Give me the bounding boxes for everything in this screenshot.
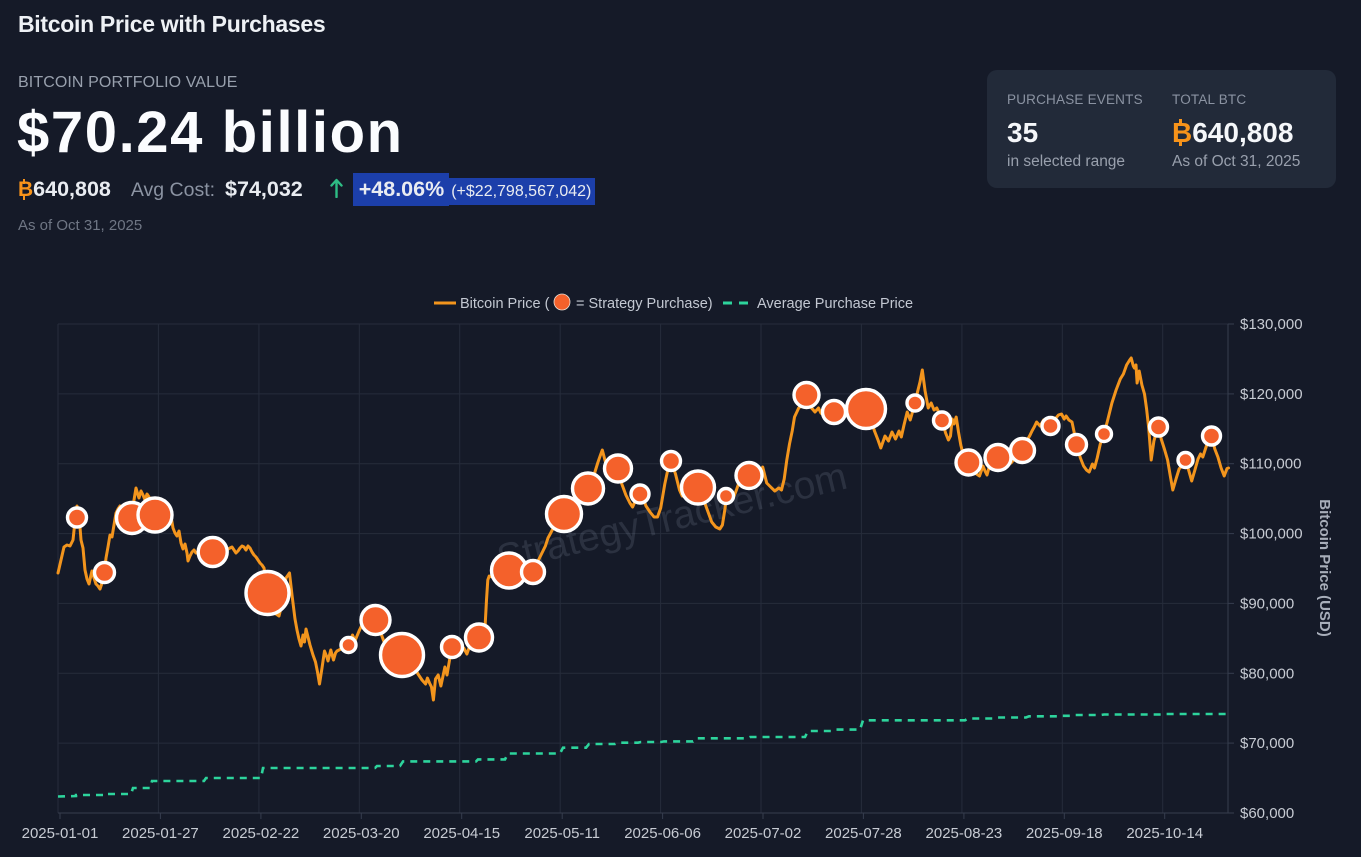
svg-text:$90,000: $90,000 (1240, 595, 1294, 612)
svg-text:2025-05-11: 2025-05-11 (524, 825, 600, 842)
svg-text:$130,000: $130,000 (1240, 316, 1303, 333)
svg-text:2025-07-28: 2025-07-28 (825, 825, 902, 842)
svg-text:2025-09-18: 2025-09-18 (1026, 825, 1103, 842)
svg-text:2025-03-20: 2025-03-20 (323, 825, 400, 842)
svg-text:$120,000: $120,000 (1240, 386, 1303, 403)
svg-text:Bitcoin Price (USD): Bitcoin Price (USD) (1316, 499, 1333, 637)
svg-text:$80,000: $80,000 (1240, 665, 1294, 682)
svg-text:2025-01-01: 2025-01-01 (22, 825, 99, 842)
svg-text:2025-04-15: 2025-04-15 (423, 825, 500, 842)
svg-text:2025-07-02: 2025-07-02 (725, 825, 802, 842)
svg-text:2025-02-22: 2025-02-22 (223, 825, 300, 842)
svg-text:Average Purchase Price: Average Purchase Price (757, 296, 913, 312)
svg-text:2025-08-23: 2025-08-23 (926, 825, 1003, 842)
svg-text:$70,000: $70,000 (1240, 735, 1294, 752)
svg-text:2025-06-06: 2025-06-06 (624, 825, 701, 842)
svg-text:Bitcoin Price (: Bitcoin Price ( (460, 296, 550, 312)
svg-text:2025-10-14: 2025-10-14 (1126, 825, 1203, 842)
svg-text:= Strategy Purchase): = Strategy Purchase) (576, 296, 713, 312)
svg-text:2025-01-27: 2025-01-27 (122, 825, 199, 842)
svg-text:$100,000: $100,000 (1240, 526, 1303, 543)
svg-text:$110,000: $110,000 (1240, 456, 1301, 473)
svg-text:$60,000: $60,000 (1240, 805, 1294, 822)
